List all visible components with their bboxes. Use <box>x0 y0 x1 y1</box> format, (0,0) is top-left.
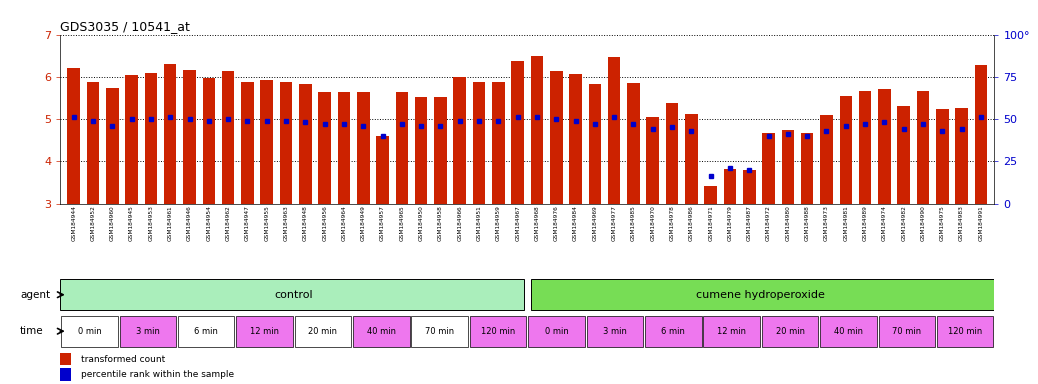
Bar <box>937 316 993 346</box>
Bar <box>705 186 717 204</box>
Bar <box>975 65 987 204</box>
Bar <box>586 316 644 346</box>
Text: 40 min: 40 min <box>834 327 863 336</box>
Bar <box>472 82 486 204</box>
Bar <box>61 316 117 346</box>
Bar <box>647 117 659 204</box>
Bar <box>801 133 814 204</box>
Bar <box>411 316 468 346</box>
Bar <box>60 280 523 310</box>
Bar <box>60 369 72 381</box>
Bar <box>528 316 584 346</box>
Bar <box>106 88 118 204</box>
Bar <box>917 91 929 204</box>
Bar <box>470 316 526 346</box>
Bar <box>762 132 774 204</box>
Bar <box>299 84 311 204</box>
Bar <box>261 80 273 204</box>
Bar <box>550 71 563 204</box>
Text: 20 min: 20 min <box>308 327 337 336</box>
Bar <box>295 316 351 346</box>
Bar <box>434 97 446 204</box>
Text: 120 min: 120 min <box>481 327 515 336</box>
Bar <box>184 70 196 204</box>
Bar <box>762 316 818 346</box>
Text: 120 min: 120 min <box>948 327 982 336</box>
Text: 40 min: 40 min <box>366 327 395 336</box>
Bar <box>569 74 582 204</box>
Bar <box>237 316 293 346</box>
Text: cumene hydroperoxide: cumene hydroperoxide <box>696 290 825 300</box>
Bar <box>820 316 877 346</box>
Bar <box>119 316 176 346</box>
Bar <box>60 353 72 365</box>
Bar <box>820 115 832 204</box>
Text: 0 min: 0 min <box>78 327 102 336</box>
Text: 6 min: 6 min <box>661 327 685 336</box>
Bar <box>492 82 504 204</box>
Text: transformed count: transformed count <box>81 354 165 364</box>
Bar <box>955 108 967 204</box>
Text: 3 min: 3 min <box>136 327 160 336</box>
Bar <box>454 77 466 204</box>
Text: time: time <box>20 326 44 336</box>
Text: 70 min: 70 min <box>426 327 455 336</box>
Bar <box>395 92 408 204</box>
Bar <box>87 82 100 204</box>
Bar <box>608 57 621 204</box>
Bar <box>177 316 235 346</box>
Bar <box>319 92 331 204</box>
Bar <box>222 71 235 204</box>
Bar <box>144 73 157 204</box>
Bar <box>353 316 410 346</box>
Bar <box>589 84 601 204</box>
Bar <box>376 136 389 204</box>
Bar <box>645 316 702 346</box>
Bar <box>512 61 524 204</box>
Text: percentile rank within the sample: percentile rank within the sample <box>81 370 234 379</box>
Bar <box>704 316 760 346</box>
Text: control: control <box>274 290 313 300</box>
Text: 70 min: 70 min <box>893 327 922 336</box>
Text: 0 min: 0 min <box>545 327 569 336</box>
Bar <box>858 91 871 204</box>
Bar <box>878 316 935 346</box>
Bar <box>936 109 949 204</box>
Text: 12 min: 12 min <box>717 327 746 336</box>
Bar <box>840 96 852 204</box>
Text: agent: agent <box>20 290 50 300</box>
Bar <box>126 75 138 204</box>
Bar <box>898 106 910 204</box>
Bar <box>878 89 891 204</box>
Bar <box>531 280 994 310</box>
Text: 20 min: 20 min <box>775 327 804 336</box>
Bar <box>357 93 370 204</box>
Bar <box>337 92 350 204</box>
Bar <box>164 64 176 204</box>
Text: GDS3035 / 10541_at: GDS3035 / 10541_at <box>60 20 190 33</box>
Bar <box>241 82 253 204</box>
Text: 12 min: 12 min <box>250 327 279 336</box>
Bar <box>67 68 80 204</box>
Text: 6 min: 6 min <box>194 327 218 336</box>
Bar <box>685 114 698 204</box>
Bar <box>202 78 215 204</box>
Bar <box>743 170 756 204</box>
Bar <box>723 169 736 204</box>
Bar <box>665 103 679 204</box>
Bar <box>530 56 543 204</box>
Bar <box>782 130 794 204</box>
Bar <box>280 82 293 204</box>
Bar <box>627 83 639 204</box>
Bar <box>415 97 428 204</box>
Text: 3 min: 3 min <box>603 327 627 336</box>
